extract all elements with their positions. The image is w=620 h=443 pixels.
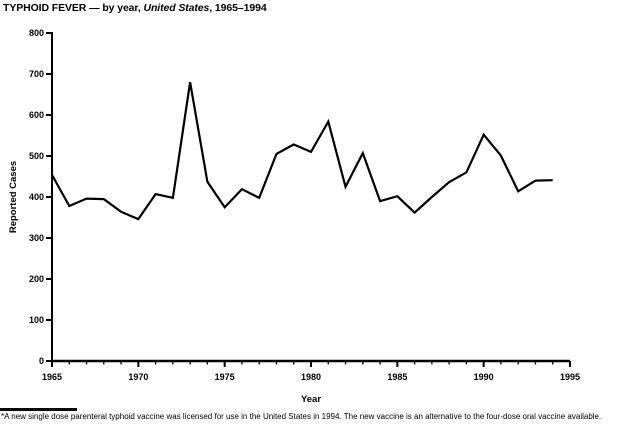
x-tick-label: 1980 [301, 372, 321, 382]
footnote-separator-rule [0, 408, 77, 411]
data-series-line [51, 82, 553, 221]
y-tick-label: 300 [29, 233, 44, 243]
x-tick-label: 1990 [474, 372, 494, 382]
y-tick-label: 0 [39, 356, 44, 366]
y-tick-label: 100 [29, 315, 44, 325]
footnote-text: A new single dose parenteral typhoid vac… [4, 412, 602, 421]
footnote-marker: * [1, 412, 5, 421]
chart-title: TYPHOID FEVER — by year, United States, … [3, 2, 267, 14]
x-tick-label: 1970 [128, 372, 148, 382]
y-tick-label: 200 [29, 274, 44, 284]
chart-title-region: United States [143, 2, 210, 14]
y-tick-label: 600 [29, 110, 44, 120]
x-tick-label: 1975 [215, 372, 235, 382]
y-tick-label: 700 [29, 69, 44, 79]
chart-title-prefix: TYPHOID FEVER — by year, [3, 2, 144, 14]
footnote: *A new single dose parenteral typhoid va… [1, 412, 620, 422]
x-tick-label: 1985 [387, 372, 407, 382]
x-tick-label: 1995 [560, 372, 580, 382]
x-tick-label: 1965 [42, 372, 62, 382]
y-tick-label: 800 [29, 28, 44, 38]
y-tick-label: 500 [29, 151, 44, 161]
y-tick-label: 400 [29, 192, 44, 202]
chart-title-suffix: , 1965–1994 [209, 2, 267, 14]
x-axis-title: Year [301, 394, 321, 405]
y-axis-title: Reported Cases [8, 161, 19, 233]
